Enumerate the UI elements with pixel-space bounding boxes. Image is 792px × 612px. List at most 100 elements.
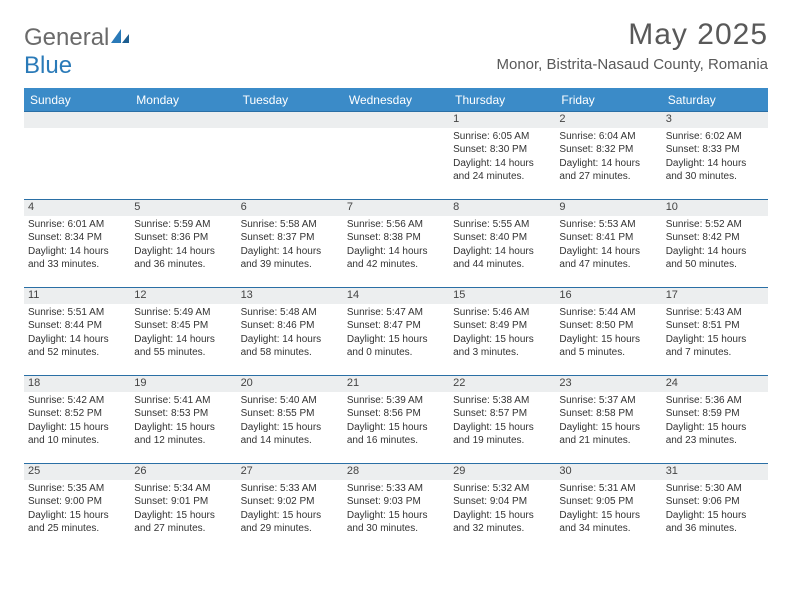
daylight-text: Daylight: 15 hours and 12 minutes. [134,421,232,448]
daylight-text: Daylight: 15 hours and 27 minutes. [134,509,232,536]
day-content-cell: Sunrise: 5:41 AMSunset: 8:53 PMDaylight:… [130,392,236,464]
sunset-text: Sunset: 9:03 PM [347,495,445,509]
day-number: 22 [453,377,465,389]
day-number-cell: 2 [555,112,661,128]
day-content-cell: Sunrise: 6:04 AMSunset: 8:32 PMDaylight:… [555,128,661,200]
day-details: Sunrise: 5:33 AMSunset: 9:03 PMDaylight:… [347,482,445,536]
day-details: Sunrise: 5:53 AMSunset: 8:41 PMDaylight:… [559,218,657,272]
daylight-text: Daylight: 15 hours and 23 minutes. [666,421,764,448]
sunrise-text: Sunrise: 5:43 AM [666,306,764,320]
sunset-text: Sunset: 8:37 PM [241,231,339,245]
day-number-row: 18192021222324 [24,376,768,392]
day-number-cell: 19 [130,376,236,392]
daylight-text: Daylight: 14 hours and 36 minutes. [134,245,232,272]
day-details: Sunrise: 6:04 AMSunset: 8:32 PMDaylight:… [559,130,657,184]
day-header: Saturday [662,89,768,112]
sunrise-text: Sunrise: 5:46 AM [453,306,551,320]
day-content-row: Sunrise: 6:01 AMSunset: 8:34 PMDaylight:… [24,216,768,288]
day-details: Sunrise: 5:56 AMSunset: 8:38 PMDaylight:… [347,218,445,272]
day-header: Friday [555,89,661,112]
day-number-cell: 5 [130,200,236,216]
day-number-cell: 14 [343,288,449,304]
sunrise-text: Sunrise: 5:31 AM [559,482,657,496]
day-content-row: Sunrise: 5:51 AMSunset: 8:44 PMDaylight:… [24,304,768,376]
sunrise-text: Sunrise: 6:02 AM [666,130,764,144]
sunrise-text: Sunrise: 5:35 AM [28,482,126,496]
day-content-cell: Sunrise: 5:44 AMSunset: 8:50 PMDaylight:… [555,304,661,376]
day-number-row: 11121314151617 [24,288,768,304]
day-number-cell: 22 [449,376,555,392]
day-number: 29 [453,465,465,477]
day-details: Sunrise: 5:34 AMSunset: 9:01 PMDaylight:… [134,482,232,536]
sunrise-text: Sunrise: 5:41 AM [134,394,232,408]
sunset-text: Sunset: 8:34 PM [28,231,126,245]
day-number-cell [24,112,130,128]
sunset-text: Sunset: 8:30 PM [453,143,551,157]
sunrise-text: Sunrise: 5:48 AM [241,306,339,320]
day-number-cell: 31 [662,464,768,480]
sunset-text: Sunset: 8:52 PM [28,407,126,421]
sunrise-text: Sunrise: 5:49 AM [134,306,232,320]
day-details: Sunrise: 5:42 AMSunset: 8:52 PMDaylight:… [28,394,126,448]
sunrise-text: Sunrise: 5:55 AM [453,218,551,232]
day-details: Sunrise: 5:52 AMSunset: 8:42 PMDaylight:… [666,218,764,272]
day-number-cell: 8 [449,200,555,216]
day-details: Sunrise: 5:55 AMSunset: 8:40 PMDaylight:… [453,218,551,272]
location-text: Monor, Bistrita-Nasaud County, Romania [496,56,768,73]
sunset-text: Sunset: 8:51 PM [666,319,764,333]
day-header: Monday [130,89,236,112]
daylight-text: Daylight: 14 hours and 24 minutes. [453,157,551,184]
sunrise-text: Sunrise: 5:58 AM [241,218,339,232]
day-number-row: 45678910 [24,200,768,216]
sunrise-text: Sunrise: 5:56 AM [347,218,445,232]
sunrise-text: Sunrise: 5:59 AM [134,218,232,232]
day-content-cell: Sunrise: 5:55 AMSunset: 8:40 PMDaylight:… [449,216,555,288]
sunrise-text: Sunrise: 5:44 AM [559,306,657,320]
day-details: Sunrise: 5:37 AMSunset: 8:58 PMDaylight:… [559,394,657,448]
sunrise-text: Sunrise: 5:37 AM [559,394,657,408]
day-details: Sunrise: 5:38 AMSunset: 8:57 PMDaylight:… [453,394,551,448]
day-number: 17 [666,289,678,301]
day-number-cell: 23 [555,376,661,392]
daylight-text: Daylight: 14 hours and 33 minutes. [28,245,126,272]
sunrise-text: Sunrise: 5:30 AM [666,482,764,496]
day-header: Tuesday [237,89,343,112]
day-number: 21 [347,377,359,389]
day-number-cell: 7 [343,200,449,216]
sunrise-text: Sunrise: 6:04 AM [559,130,657,144]
day-number-cell: 21 [343,376,449,392]
sunset-text: Sunset: 8:46 PM [241,319,339,333]
day-content-cell: Sunrise: 5:48 AMSunset: 8:46 PMDaylight:… [237,304,343,376]
day-content-cell [343,128,449,200]
day-content-cell: Sunrise: 5:33 AMSunset: 9:03 PMDaylight:… [343,480,449,552]
sunset-text: Sunset: 9:01 PM [134,495,232,509]
day-content-cell: Sunrise: 5:58 AMSunset: 8:37 PMDaylight:… [237,216,343,288]
daylight-text: Daylight: 14 hours and 44 minutes. [453,245,551,272]
sunrise-text: Sunrise: 5:36 AM [666,394,764,408]
day-details: Sunrise: 5:49 AMSunset: 8:45 PMDaylight:… [134,306,232,360]
sunrise-text: Sunrise: 5:39 AM [347,394,445,408]
sunrise-text: Sunrise: 5:42 AM [28,394,126,408]
daylight-text: Daylight: 15 hours and 0 minutes. [347,333,445,360]
day-number-cell: 9 [555,200,661,216]
daylight-text: Daylight: 15 hours and 32 minutes. [453,509,551,536]
day-number-cell: 4 [24,200,130,216]
day-content-cell: Sunrise: 5:32 AMSunset: 9:04 PMDaylight:… [449,480,555,552]
day-number: 14 [347,289,359,301]
day-header: Wednesday [343,89,449,112]
day-number-cell: 24 [662,376,768,392]
day-number: 3 [666,113,672,125]
sunset-text: Sunset: 8:57 PM [453,407,551,421]
logo-sail-icon [109,27,131,45]
day-number: 12 [134,289,146,301]
daylight-text: Daylight: 15 hours and 30 minutes. [347,509,445,536]
day-content-cell: Sunrise: 5:46 AMSunset: 8:49 PMDaylight:… [449,304,555,376]
day-content-cell: Sunrise: 5:30 AMSunset: 9:06 PMDaylight:… [662,480,768,552]
sunset-text: Sunset: 8:58 PM [559,407,657,421]
day-details: Sunrise: 5:48 AMSunset: 8:46 PMDaylight:… [241,306,339,360]
day-content-cell: Sunrise: 5:47 AMSunset: 8:47 PMDaylight:… [343,304,449,376]
daylight-text: Daylight: 14 hours and 39 minutes. [241,245,339,272]
day-details: Sunrise: 5:47 AMSunset: 8:47 PMDaylight:… [347,306,445,360]
logo-text-blue: Blue [24,52,72,79]
day-number: 26 [134,465,146,477]
